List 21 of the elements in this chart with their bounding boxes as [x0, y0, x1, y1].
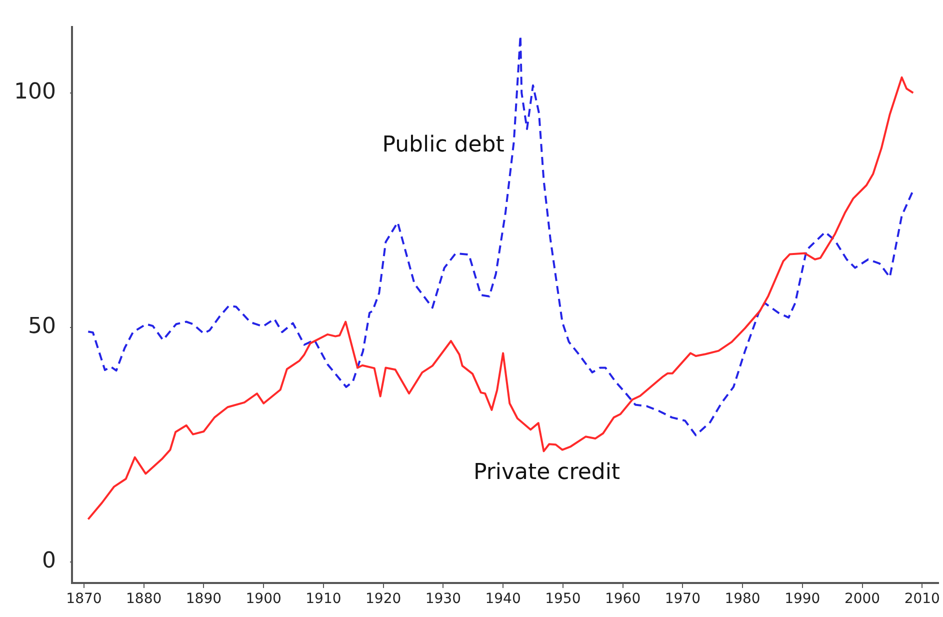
x-tick-label: 1920	[365, 591, 402, 608]
y-tick-label: 100	[14, 80, 56, 105]
series-label: Private credit	[473, 460, 620, 485]
y-tick-label: 0	[42, 548, 56, 574]
x-tick-label: 1950	[545, 591, 581, 608]
series-label: Public debt	[382, 132, 505, 158]
x-tick-label: 1940	[485, 591, 521, 608]
x-tick-label: 1910	[306, 591, 342, 608]
x-tick-label: 1990	[784, 591, 820, 608]
x-tick-label: 1880	[126, 591, 162, 608]
x-tick-label: 1930	[425, 591, 462, 608]
x-tick-label: 2000	[844, 591, 880, 608]
x-tick-label: 1960	[604, 591, 641, 608]
x-tick-label: 1970	[664, 591, 700, 608]
x-tick-label: 1870	[66, 591, 102, 608]
x-tick-label: 1890	[186, 591, 222, 608]
x-tick-label: 2010	[904, 591, 940, 608]
x-tick-label: 1980	[724, 591, 760, 608]
y-tick-label: 50	[28, 314, 56, 340]
x-tick-label: 1900	[246, 591, 282, 608]
line-series	[87, 34, 914, 436]
